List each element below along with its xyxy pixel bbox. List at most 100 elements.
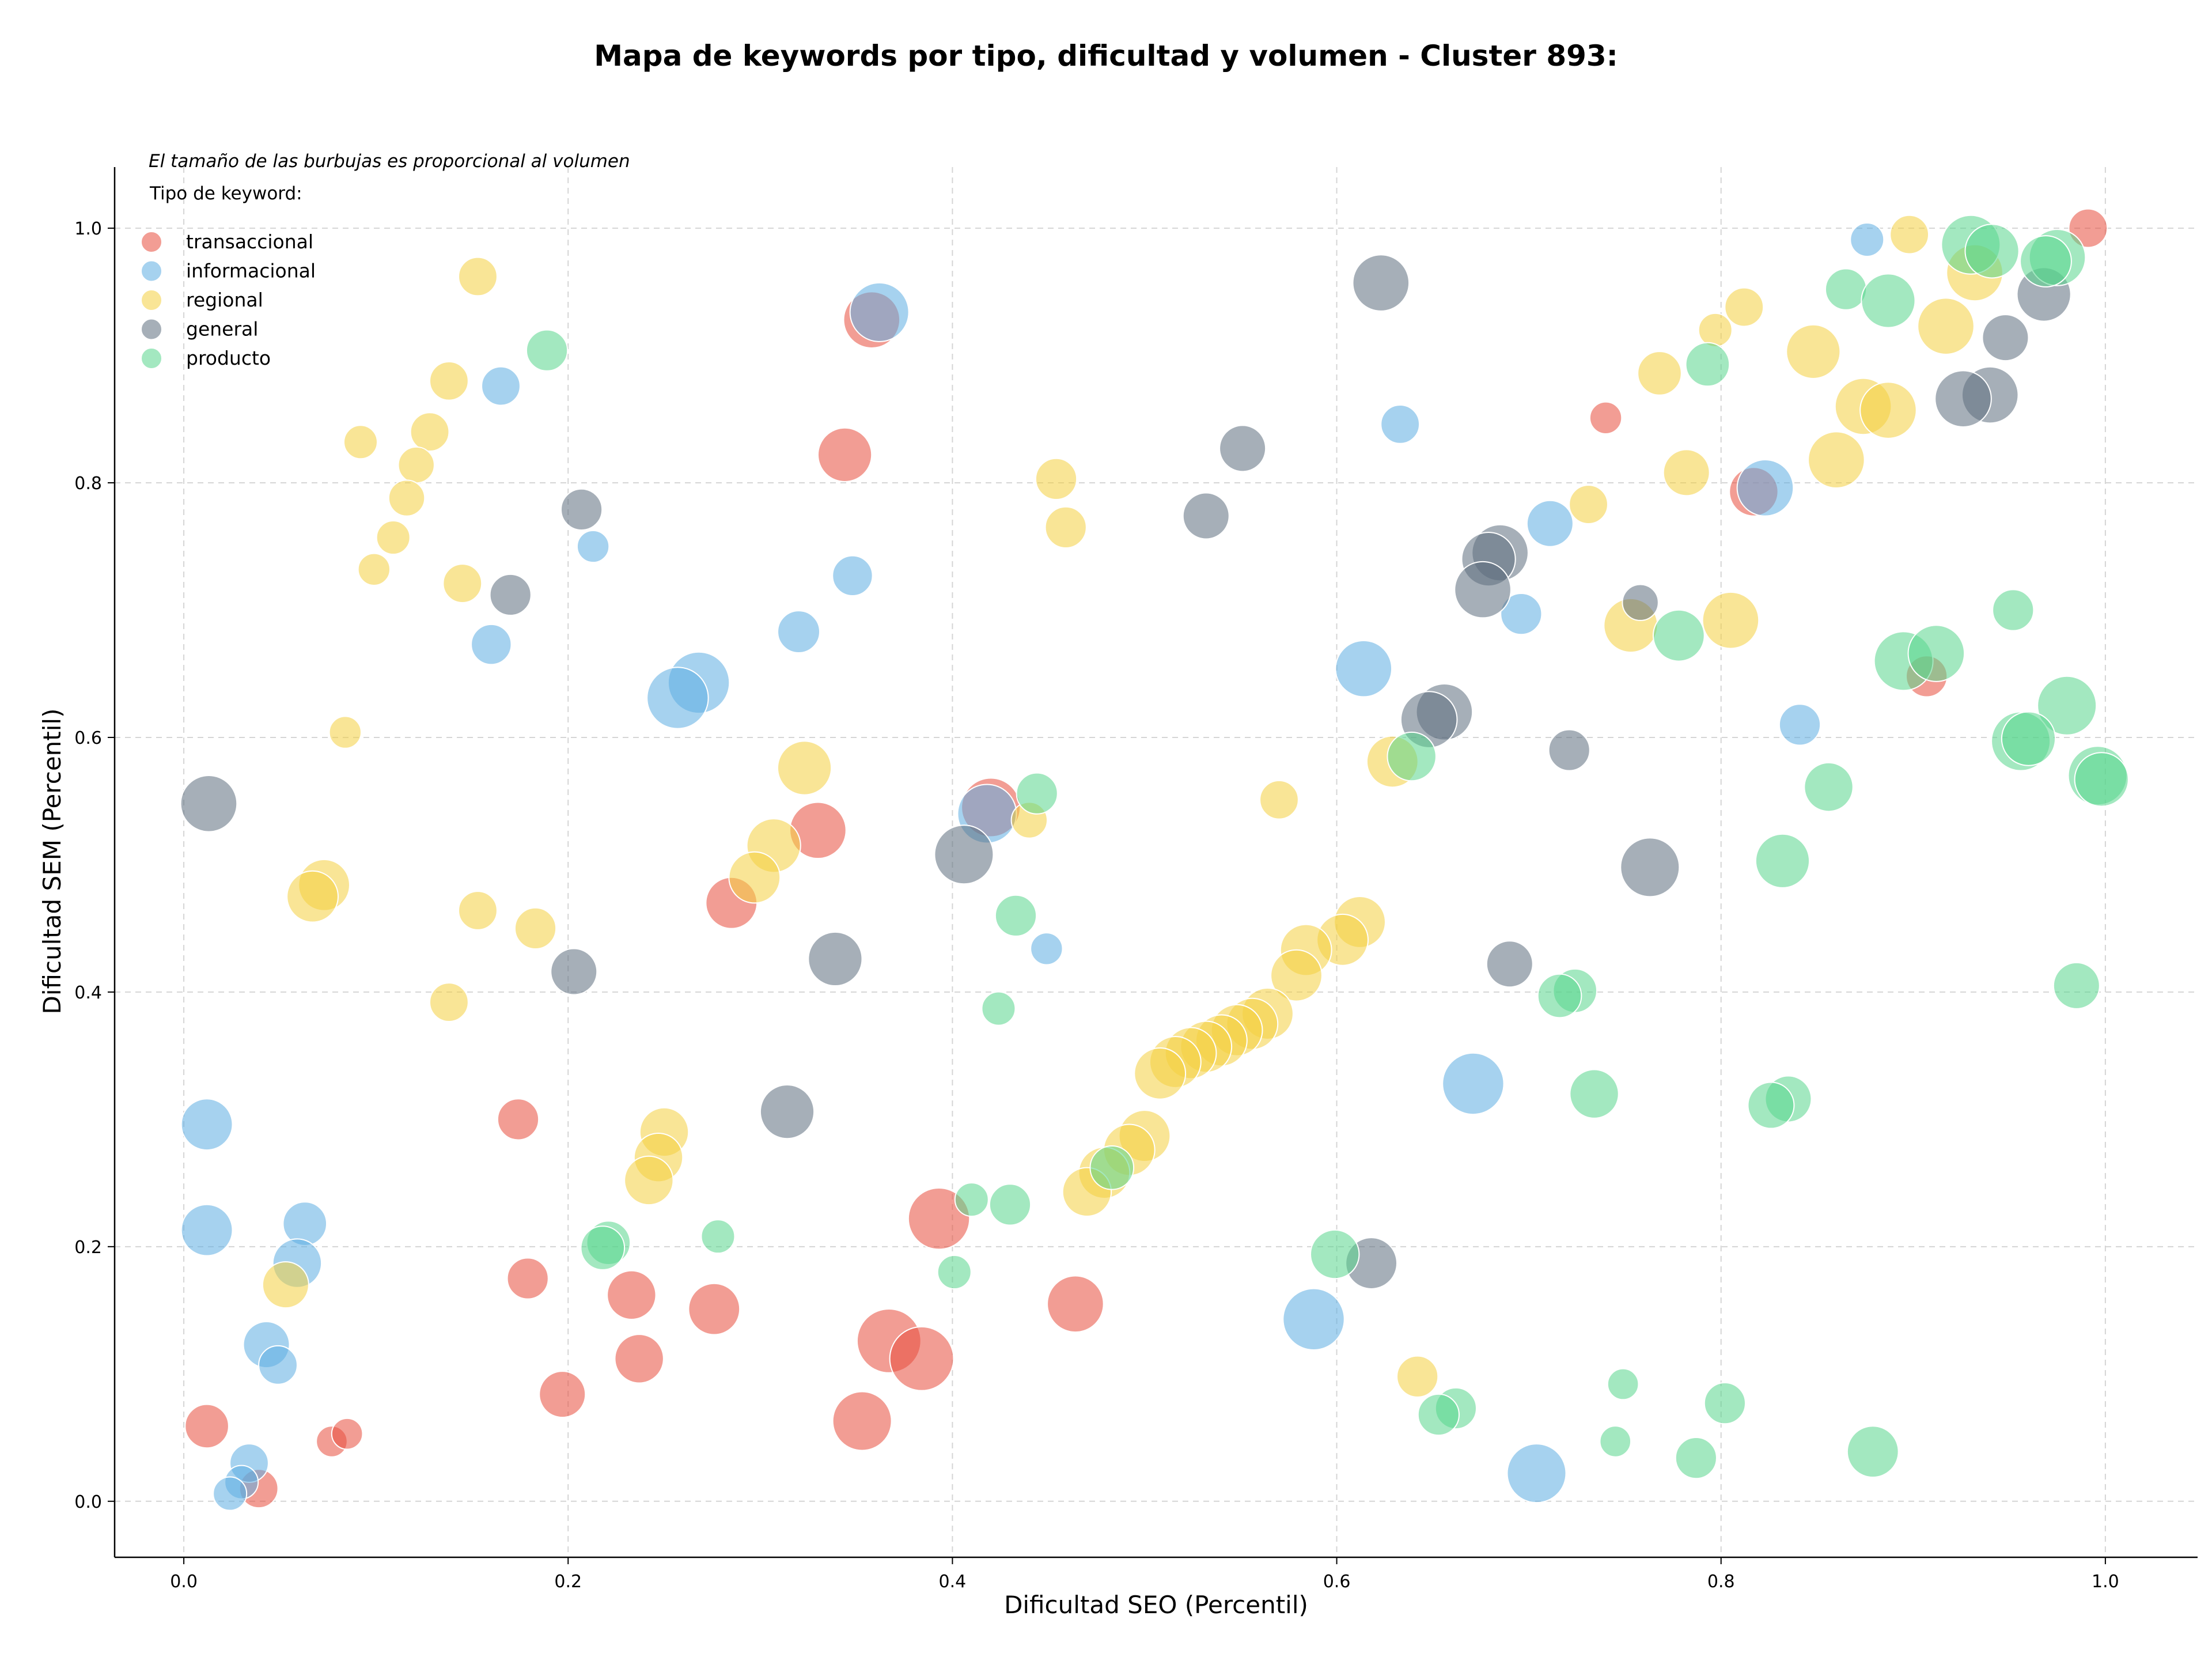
bubble-transaccional [539,1371,586,1418]
bubble-informacional [1736,459,1794,517]
bubble-regional [1662,449,1710,497]
bubble-producto [1089,1145,1135,1190]
bubble-producto [2074,752,2129,807]
bubble-informacional [1030,932,1063,966]
bubble-regional [1134,1047,1187,1100]
x-tick-label: 0.8 [1707,1572,1735,1592]
bubble-general [550,948,598,996]
bubble-producto [2052,962,2100,1009]
bubble-regional [410,412,450,452]
bubble-producto [1417,1393,1460,1436]
bubble-producto [988,1183,1032,1226]
bubble-transaccional [2068,208,2108,248]
bubble-regional [728,851,781,904]
bubble-regional [1035,457,1078,500]
bubble-producto [1016,772,1058,815]
bubble-informacional [1526,500,1574,547]
x-tick-label: 0.2 [554,1572,582,1592]
y-tick-label: 0.8 [74,474,102,494]
bubble-informacional [777,610,821,654]
bubble-regional [458,256,498,297]
bubble-regional [286,870,339,923]
legend-label-regional: regional [186,289,263,311]
bubble-general [808,931,863,987]
bubble-informacional [1442,1052,1505,1115]
bubble-transaccional [817,427,873,482]
bubble-regional [397,446,435,484]
bubble-producto [1861,273,1916,328]
bubble-general [1486,940,1533,988]
bubble-general [1219,425,1267,472]
bubble-transaccional [497,1098,540,1141]
bubble-informacional [832,555,873,597]
bubble-regional [1724,287,1764,327]
legend-marker-regional [141,289,162,311]
bubble-producto [994,894,1037,937]
y-tick-label: 0.2 [74,1238,102,1258]
bubble-informacional [1778,703,1821,746]
bubble-regional [1259,780,1299,820]
bubble-producto [1652,609,1705,662]
bubble-informacional [1506,1443,1567,1504]
bubble-regional [777,740,832,796]
grid [115,167,2198,1557]
bubble-producto [1824,268,1868,311]
bubble-regional [1270,949,1323,1002]
bubble-informacional [258,1345,298,1385]
chart-title: Mapa de keywords por tipo, dificultad y … [594,39,1618,73]
bubble-producto [1685,342,1730,387]
bubble-general [1454,561,1512,619]
bubble-producto [954,1182,989,1217]
bubble-general [1620,837,1680,898]
bubble-regional [442,563,483,603]
bubble-general [489,573,532,616]
bubble-informacional [471,623,512,665]
bubble-transaccional [614,1334,664,1384]
bubble-transaccional [331,1417,363,1450]
legend-title: Tipo de keyword: [149,183,302,204]
bubble-regional [328,716,362,749]
bubble-transaccional [688,1282,741,1335]
bubble-informacional [213,1476,248,1511]
bubble-regional [429,982,469,1022]
bubble-regional [343,425,378,460]
legend-label-informacional: informacional [186,260,316,282]
x-tick-label: 0.6 [1323,1572,1351,1592]
bubble-producto [1569,1069,1619,1119]
bubble-producto [1964,224,2020,279]
bubble-producto [2020,235,2072,287]
axes: 0.0 0.2 0.4 0.6 0.8 1.0 0.0 0.2 0.4 0.6 0.8 1.0 [74,167,2198,1592]
x-axis-label: Dificultad SEO (Percentil) [1004,1591,1308,1619]
bubble-regional [1044,506,1087,548]
bubble-transaccional [506,1257,549,1300]
bubble-producto [1599,1425,1632,1458]
bubble-general [560,488,603,531]
y-tick-label: 0.6 [74,728,102,748]
bubble-informacional [1335,640,1393,698]
bubble-general [1352,254,1410,312]
legend-label-producto: producto [186,347,271,369]
legend-marker-general [141,318,162,340]
x-tick-label: 0.0 [170,1572,198,1592]
bubble-informacional [849,282,910,342]
bubble-transaccional [184,1403,229,1449]
bubble-regional [514,907,557,950]
bubble-regional [458,891,498,930]
bubble-regional [429,361,469,401]
bubble-producto [1755,833,1810,888]
bubble-informacional [1500,593,1543,635]
bubble-producto [2037,675,2097,736]
bubble-regional [1917,297,1975,355]
bubble-producto [1703,1382,1746,1425]
bubble-layer [180,208,2129,1511]
legend: El tamaño de las burbujas es proporciona… [141,151,630,369]
y-tick-label: 0.0 [74,1492,102,1512]
bubble-transaccional [1047,1275,1104,1333]
bubble-producto [700,1219,736,1254]
bubble-informacional [481,366,521,406]
y-tick-label: 0.4 [74,983,102,1003]
bubble-informacional [1380,404,1421,444]
bubble-general [934,824,994,885]
bubble-regional [376,520,411,555]
